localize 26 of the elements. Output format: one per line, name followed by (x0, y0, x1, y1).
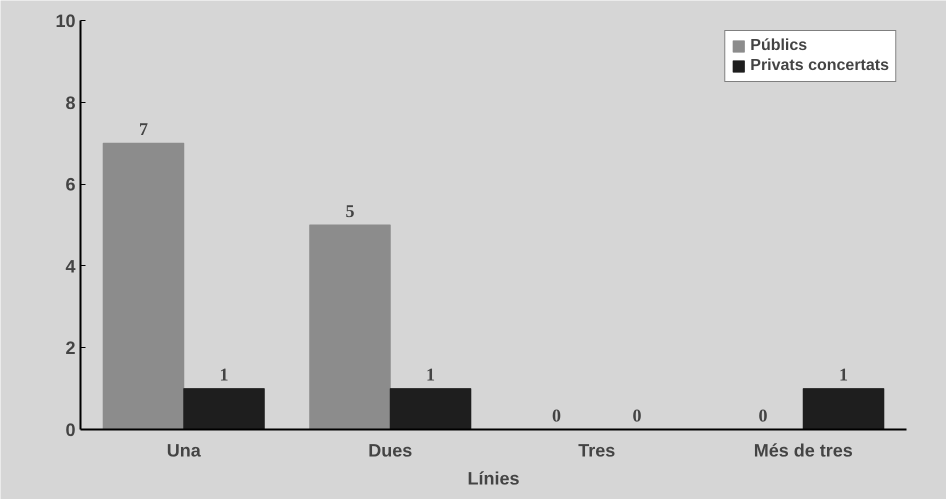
y-tick-label: 8 (65, 92, 76, 113)
bar (390, 388, 472, 430)
data-label: 1 (839, 364, 848, 385)
x-tick-label: Dues (368, 440, 412, 460)
data-label: 1 (220, 364, 229, 385)
y-tick-label: 4 (65, 256, 76, 276)
bar (102, 142, 184, 430)
x-tick-label: Més de tres (754, 440, 853, 460)
y-tick-label: 10 (55, 11, 76, 31)
legend-label: Privats concertats (750, 57, 889, 75)
data-label: 0 (758, 406, 768, 426)
x-tick-label: Una (166, 440, 202, 460)
bar (802, 388, 884, 430)
data-label: 0 (552, 406, 561, 426)
data-label: 7 (138, 119, 148, 140)
bar (309, 224, 391, 430)
y-tick-label: 2 (65, 338, 76, 358)
data-label: 1 (426, 364, 436, 385)
data-label: 5 (345, 201, 354, 221)
y-tick-label: 6 (65, 174, 76, 195)
y-tick-label: 0 (65, 420, 76, 440)
bar (183, 388, 265, 430)
data-label: 0 (632, 406, 642, 426)
legend-label: Públics (750, 37, 808, 55)
x-axis-title: Línies (467, 468, 520, 488)
x-tick-label: Tres (578, 440, 616, 460)
